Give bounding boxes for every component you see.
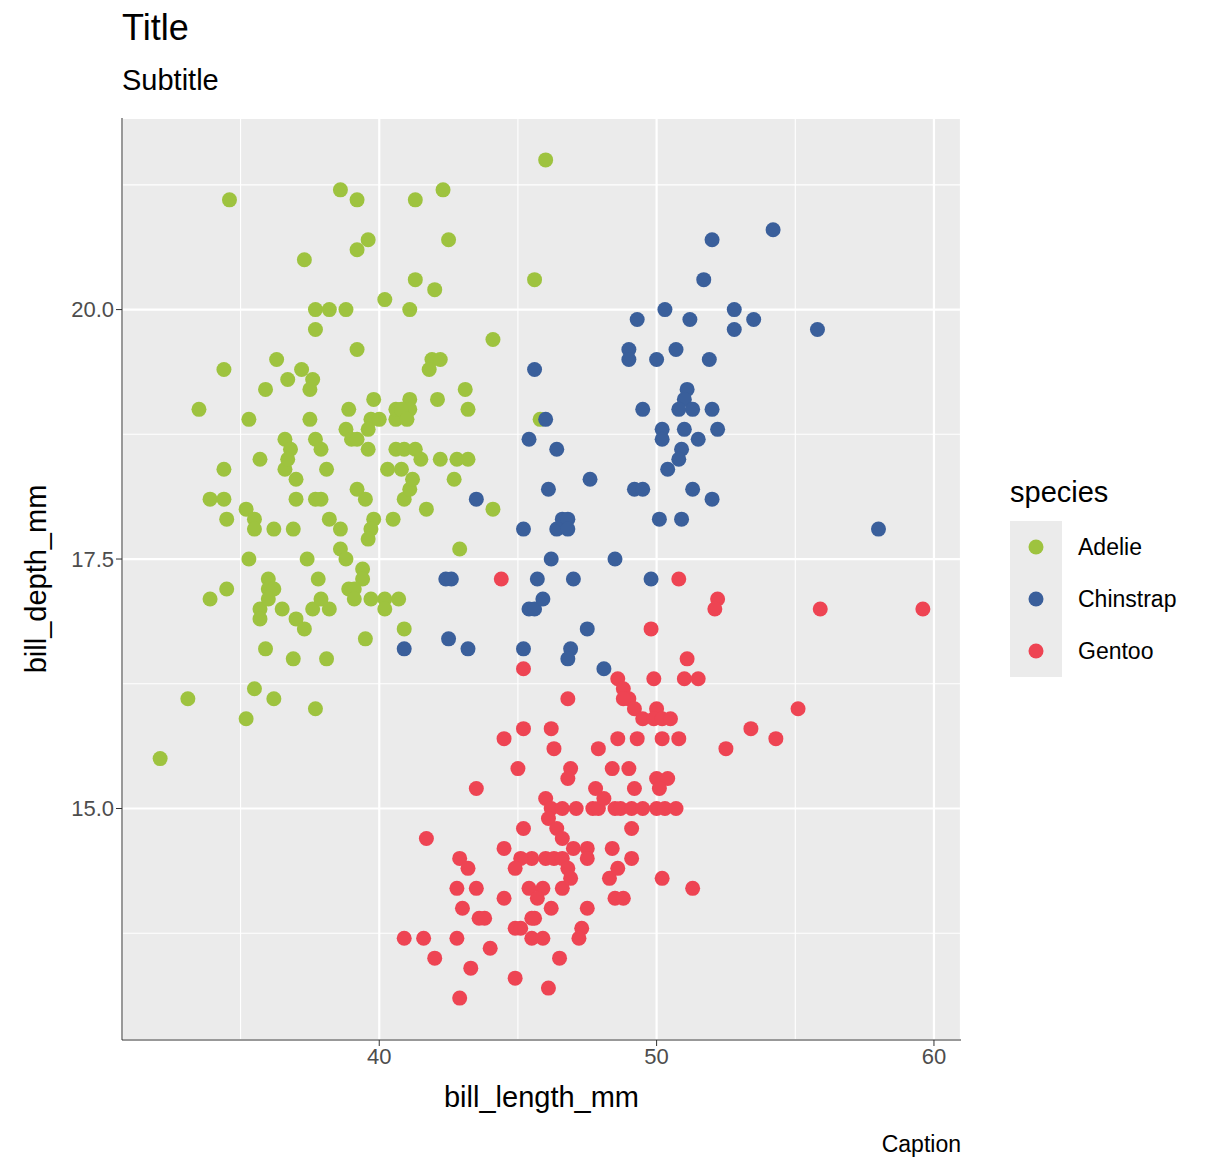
html-text:bill_length_mm: bill_length_mm	[444, 1081, 639, 1113]
svg-text:60: 60	[922, 1044, 946, 1069]
svg-text:50: 50	[644, 1044, 668, 1069]
html-text:Chinstrap: Chinstrap	[1078, 585, 1177, 612]
svg-text:20.0: 20.0	[71, 297, 114, 322]
html-text:species: species	[1010, 476, 1109, 508]
html-text:Title: Title	[122, 7, 189, 48]
svg-text:15.0: 15.0	[71, 796, 114, 821]
svg-text:40: 40	[367, 1044, 391, 1069]
html-text:Gentoo: Gentoo	[1078, 637, 1154, 664]
svg-text:17.5: 17.5	[71, 547, 114, 572]
html-text:Adelie: Adelie	[1078, 533, 1142, 560]
html-text:Subtitle: Subtitle	[122, 64, 219, 96]
html-text:bill_depth_mm: bill_depth_mm	[19, 484, 52, 674]
html-text:Caption: Caption	[881, 1131, 961, 1157]
